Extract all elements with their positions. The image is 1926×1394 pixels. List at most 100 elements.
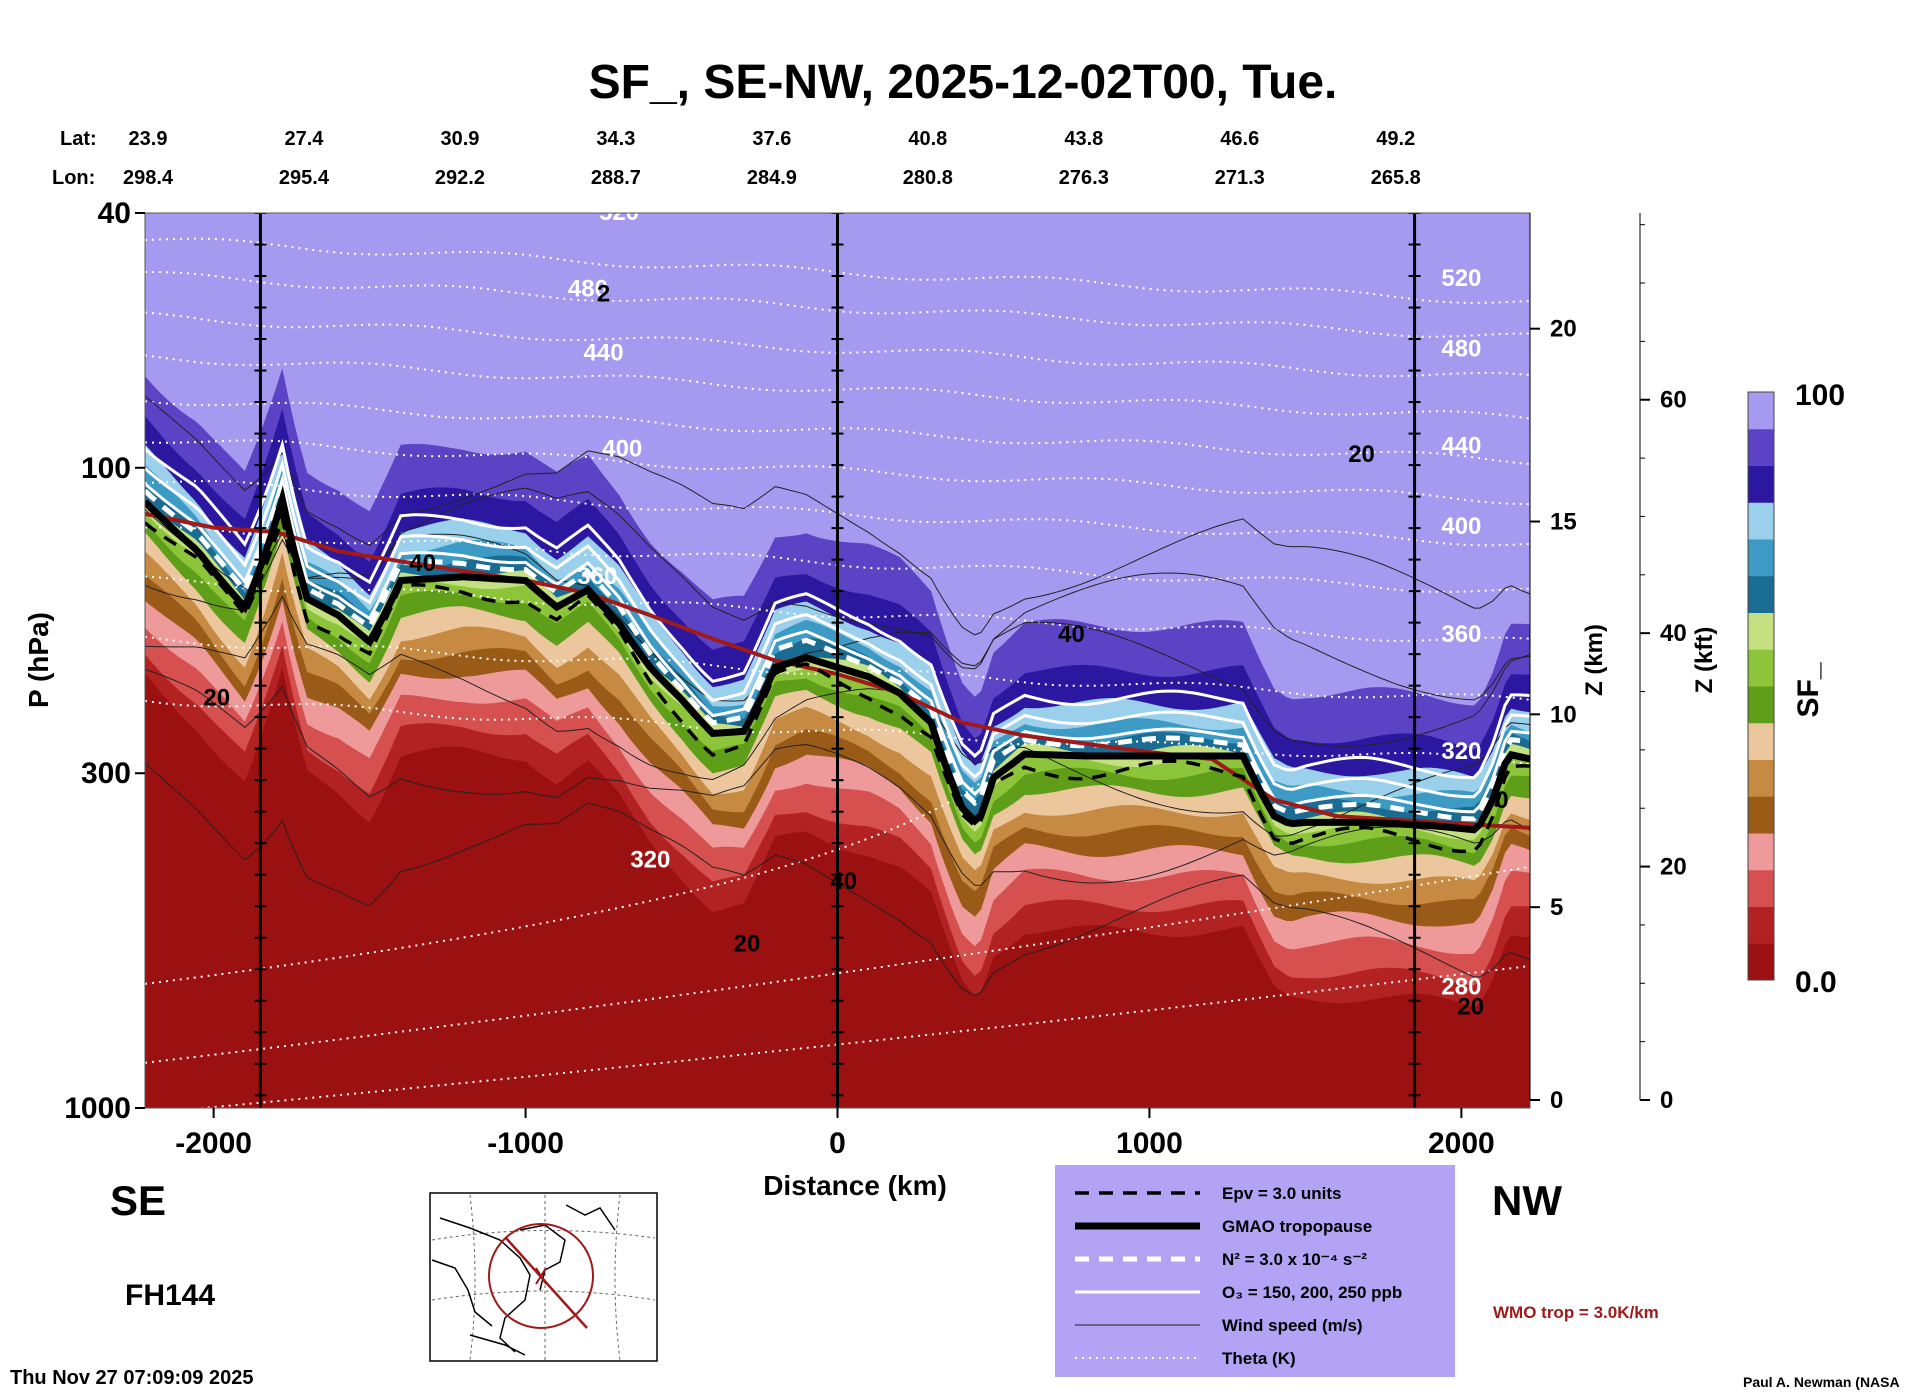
colorbar-block-5 xyxy=(1748,759,1774,797)
forecast-hour-label: FH144 xyxy=(125,1279,215,1312)
z-kft-axis: 0 20 40 60 xyxy=(1639,213,1687,1114)
theta-label-4: 360 xyxy=(577,563,617,590)
colorbar-block-6 xyxy=(1748,722,1774,760)
legend-label-5: Theta (K) xyxy=(1222,1349,1296,1368)
colorbar-block-4 xyxy=(1748,796,1774,834)
theta-label-5: 320 xyxy=(630,846,670,873)
z-kft-axis-label: Z (kft) xyxy=(1691,627,1718,694)
theta-line-low-2 xyxy=(145,772,995,985)
lat-value-7: 46.6 xyxy=(1220,128,1259,150)
left-direction-label: SE xyxy=(110,1177,166,1224)
lat-lon-values: 23.9 27.4 30.9 34.3 37.6 40.8 43.8 46.6 49.2 298.… xyxy=(123,128,1421,189)
theta-line-2 xyxy=(145,311,1530,378)
wind-label-8: 0 xyxy=(1495,787,1508,814)
z-kft-tick-label-1: 20 xyxy=(1660,854,1687,881)
pressure-axis: 40 100 300 1000 xyxy=(64,197,145,1125)
theta-line-low-0 xyxy=(193,964,1530,1108)
p-tick-label-0: 40 xyxy=(98,197,131,230)
timestamp-label: Thu Nov 27 07:09:09 2025 xyxy=(10,1367,253,1389)
x-axis-label: Distance (km) xyxy=(763,1170,947,1201)
colorbar-block-9 xyxy=(1748,612,1774,650)
lon-value-6: 276.3 xyxy=(1059,167,1109,189)
lon-value-7: 271.3 xyxy=(1215,167,1265,189)
contour-labels: 5204804404003603205204804404003603202802… xyxy=(203,199,1508,1021)
x-tick-label-0: -2000 xyxy=(175,1127,252,1160)
theta-label-1: 480 xyxy=(568,275,608,302)
legend-label-0: Epv = 3.0 units xyxy=(1222,1184,1342,1203)
theta-label-12: 280 xyxy=(1441,974,1481,1001)
colorbar-block-8 xyxy=(1748,649,1774,687)
colorbar-block-0 xyxy=(1748,943,1774,981)
colorbar-block-10 xyxy=(1748,575,1774,613)
credit-label: Paul A. Newman (NASA xyxy=(1743,1374,1900,1390)
z-km-axis-label: Z (km) xyxy=(1581,624,1608,696)
p-tick-label-2: 300 xyxy=(81,757,131,790)
lon-value-1: 295.4 xyxy=(279,167,330,189)
lat-value-5: 40.8 xyxy=(908,128,947,150)
lat-value-0: 23.9 xyxy=(129,128,168,150)
colorbar-block-12 xyxy=(1748,502,1774,540)
z-kft-tick-label-3: 60 xyxy=(1660,387,1687,414)
theta-label-0: 520 xyxy=(599,199,639,226)
inset-location-map xyxy=(429,1192,658,1362)
wind-label-4: 40 xyxy=(409,550,436,577)
wmo-legend-label: WMO trop = 3.0K/km xyxy=(1493,1303,1659,1322)
lat-value-6: 43.8 xyxy=(1064,128,1103,150)
wind-label-3: 20 xyxy=(203,684,230,711)
lon-value-2: 292.2 xyxy=(435,167,485,189)
legend-label-4: Wind speed (m/s) xyxy=(1222,1316,1363,1335)
colorbar-block-15 xyxy=(1748,392,1774,430)
z-kft-tick-label-2: 40 xyxy=(1660,620,1687,647)
x-tick-label-4: 2000 xyxy=(1428,1127,1495,1160)
theta-label-8: 440 xyxy=(1441,433,1481,460)
wind-label-2: 40 xyxy=(1058,621,1085,648)
lat-value-3: 34.3 xyxy=(596,128,635,150)
p-tick-label-3: 1000 xyxy=(64,1092,131,1125)
colorbar-blocks xyxy=(1748,392,1774,981)
lon-row-label: Lon: xyxy=(52,167,95,189)
theta-label-3: 400 xyxy=(602,435,642,462)
wind-label-5: 40 xyxy=(830,868,857,895)
lon-value-8: 265.8 xyxy=(1371,167,1421,189)
wind-label-7: 20 xyxy=(1457,994,1484,1021)
colorbar-block-2 xyxy=(1748,869,1774,907)
lat-value-1: 27.4 xyxy=(284,128,324,150)
colorbar-min-label: 0.0 xyxy=(1795,966,1837,999)
theta-label-11: 320 xyxy=(1441,738,1481,765)
plot-area: 5204804404003603205204804404003603202802… xyxy=(145,199,1530,1108)
legend-background xyxy=(1055,1165,1455,1377)
x-tick-label-3: 1000 xyxy=(1116,1127,1183,1160)
y-axis-label: P (hPa) xyxy=(23,612,54,708)
colorbar-block-3 xyxy=(1748,833,1774,871)
theta-label-6: 520 xyxy=(1441,265,1481,292)
wind-label-6: 20 xyxy=(734,931,761,958)
chart-title: SF_, SE-NW, 2025-12-02T00, Tue. xyxy=(589,56,1338,109)
colorbar-block-11 xyxy=(1748,539,1774,577)
z-kft-tick-label-0: 0 xyxy=(1660,1087,1673,1114)
wind-label-0: 2 xyxy=(597,281,610,308)
legend-items: Epv = 3.0 units GMAO tropopause N² = 3.0 x… xyxy=(1075,1184,1402,1368)
colorbar-block-1 xyxy=(1748,906,1774,944)
theta-label-2: 440 xyxy=(584,340,624,367)
lon-value-3: 288.7 xyxy=(591,167,641,189)
legend-label-2: N² = 3.0 x 10⁻⁴ s⁻² xyxy=(1222,1250,1367,1269)
p-tick-label-1: 100 xyxy=(81,452,131,485)
colorbar-block-13 xyxy=(1748,465,1774,503)
lat-row-label: Lat: xyxy=(60,128,97,150)
theta-label-10: 360 xyxy=(1441,621,1481,648)
legend-label-3: O₃ = 150, 200, 250 ppb xyxy=(1222,1283,1402,1302)
x-tick-label-1: -1000 xyxy=(487,1127,564,1160)
z-km-axis: 0 5 10 15 20 xyxy=(1529,213,1577,1114)
theta-label-9: 400 xyxy=(1441,513,1481,540)
z-km-tick-label-4: 20 xyxy=(1550,316,1577,343)
legend-label-1: GMAO tropopause xyxy=(1222,1217,1372,1236)
lat-value-2: 30.9 xyxy=(440,128,479,150)
n2-contour-line xyxy=(145,477,1530,822)
colorbar-title: SF_ xyxy=(1792,662,1825,717)
epv-contour-line xyxy=(145,510,1530,854)
right-direction-label: NW xyxy=(1492,1177,1562,1224)
lat-value-4: 37.6 xyxy=(752,128,791,150)
lon-value-0: 298.4 xyxy=(123,167,174,189)
colorbar: 100 0.0 SF_ xyxy=(1747,379,1845,999)
